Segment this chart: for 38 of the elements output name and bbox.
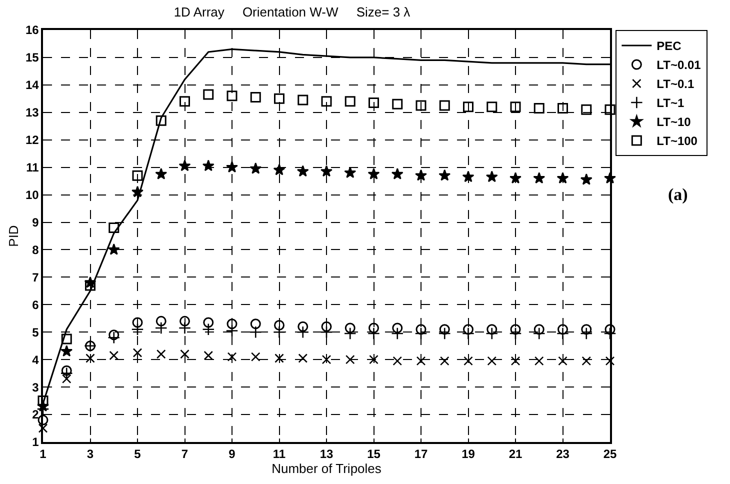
x-tick-label: 17 — [414, 447, 428, 462]
y-tick-label: 12 — [25, 133, 40, 148]
x-tick-label: 23 — [556, 447, 570, 462]
x-tick-label: 21 — [508, 447, 522, 462]
x-tick-label: 19 — [462, 447, 476, 462]
y-tick-label: 5 — [32, 325, 40, 340]
y-axis-title: PID — [6, 225, 21, 247]
y-tick-label: 1 — [32, 435, 40, 450]
text: (a) — [668, 185, 688, 204]
x-tick-label: 25 — [603, 447, 617, 462]
x-axis-title: Number of Tripoles — [272, 461, 382, 476]
y-tick-label: 15 — [25, 50, 40, 65]
x-tick-label: 7 — [181, 447, 188, 462]
y-tick-label: 13 — [25, 106, 40, 120]
y-tick-label: 4 — [32, 352, 40, 367]
y-tick-label: 6 — [32, 298, 40, 312]
x-tick-label: 5 — [134, 447, 142, 462]
legend-label: LT~10 — [656, 115, 692, 130]
legend-label: LT~100 — [656, 134, 698, 148]
x-tick-label: 13 — [320, 447, 334, 462]
legend-label: LT~1 — [656, 96, 684, 110]
y-tick-label: 7 — [32, 270, 40, 284]
x-tick-label: 11 — [272, 447, 286, 462]
y-tick-label: 16 — [25, 23, 40, 38]
y-tick-label: 2 — [32, 408, 40, 422]
y-tick-label: 10 — [25, 188, 40, 202]
x-tick-label: 15 — [367, 447, 381, 462]
y-tick-label: 3 — [32, 380, 40, 394]
chart-title: 1D Array Orientation W-W Size= 3 λ — [174, 4, 411, 20]
legend-label: LT~0.01 — [656, 58, 702, 72]
y-tick-label: 8 — [32, 242, 40, 257]
y-tick-label: 9 — [32, 215, 40, 230]
x-tick-label: 9 — [228, 447, 236, 462]
y-tick-label: 14 — [25, 78, 40, 92]
legend-label: PEC — [656, 39, 682, 54]
x-tick-label: 3 — [86, 447, 94, 462]
y-tick-label: 11 — [26, 160, 40, 175]
legend-label: LT~0.1 — [656, 77, 694, 92]
